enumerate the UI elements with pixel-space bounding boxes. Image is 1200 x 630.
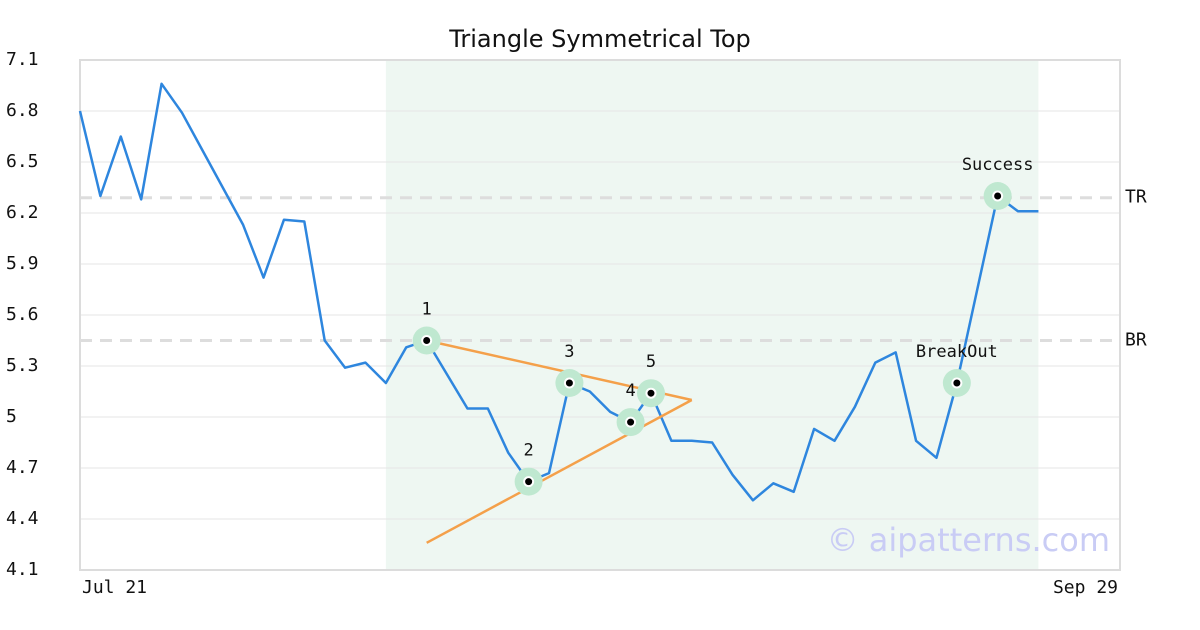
point-dot <box>523 476 535 488</box>
point-label: 4 <box>625 381 635 401</box>
y-tick-label: 5.6 <box>6 304 39 325</box>
point-dot <box>992 190 1004 202</box>
price-line <box>78 82 1039 502</box>
y-tick-label: 5 <box>6 406 17 427</box>
point-dot <box>645 387 657 399</box>
point-label: 3 <box>564 342 574 362</box>
x-tick-label: Sep 29 <box>1053 577 1118 598</box>
y-tick-label: 4.7 <box>6 457 39 478</box>
triangle-lower <box>426 398 693 544</box>
point-dot <box>951 377 963 389</box>
point-label: 1 <box>422 300 432 320</box>
y-tick-label: 6.2 <box>6 202 39 223</box>
point-label: 2 <box>524 441 534 461</box>
y-tick-label: 4.4 <box>6 508 39 529</box>
reference-label: TR <box>1125 187 1147 208</box>
y-tick-label: 7.1 <box>6 49 39 70</box>
plot-border <box>79 59 1121 571</box>
y-tick-label: 5.3 <box>6 355 39 376</box>
point-dot <box>563 377 575 389</box>
point-dot <box>421 335 433 346</box>
y-tick-label: 4.1 <box>6 559 39 580</box>
y-tick-label: 5.9 <box>6 253 39 274</box>
watermark: © aipatterns.com <box>827 521 1110 559</box>
y-tick-label: 6.5 <box>6 151 39 172</box>
chart-title: Triangle Symmetrical Top <box>448 25 751 53</box>
x-tick-label: Jul 21 <box>82 577 147 598</box>
point-dot <box>625 416 637 428</box>
point-label: BreakOut <box>916 342 998 362</box>
reference-label: BR <box>1125 330 1147 351</box>
y-tick-label: 6.8 <box>6 100 39 121</box>
point-label: Success <box>962 155 1034 175</box>
point-label: 5 <box>646 352 656 372</box>
